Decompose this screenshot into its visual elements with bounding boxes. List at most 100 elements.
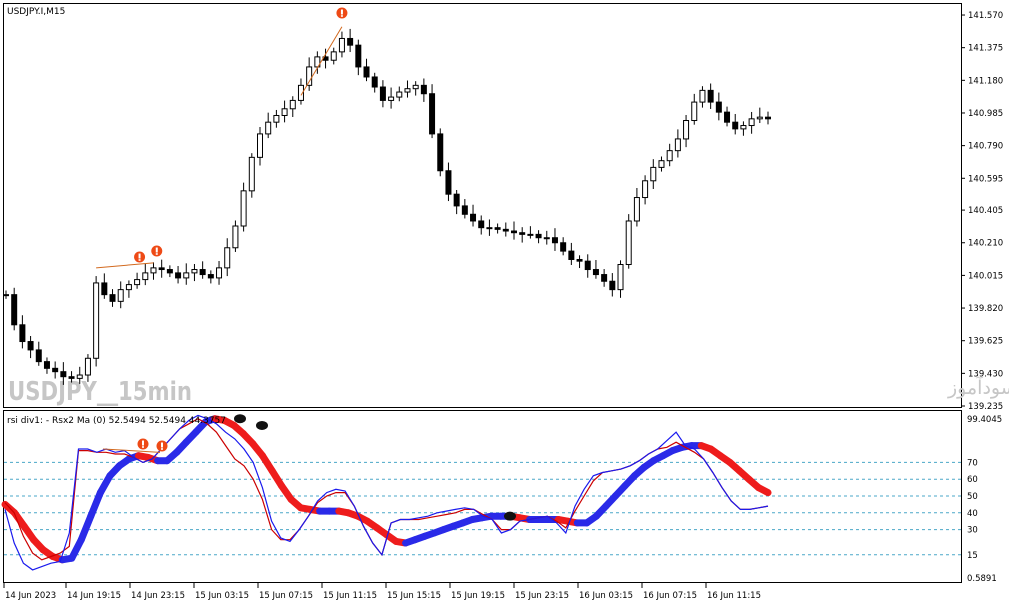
candle-body bbox=[707, 89, 714, 103]
candle-body bbox=[724, 111, 731, 123]
candle-body bbox=[43, 361, 50, 369]
candle-body bbox=[101, 282, 108, 296]
rsx-ma-falling-segment bbox=[755, 484, 772, 497]
candle-body bbox=[52, 367, 59, 373]
candle-body bbox=[76, 374, 83, 379]
divergence-marker-glyph bbox=[138, 253, 141, 259]
price-panel[interactable] bbox=[3, 3, 962, 408]
level-label: 60 bbox=[967, 475, 978, 485]
site-watermark: انتشار در سایت سودآموز bbox=[947, 375, 1009, 399]
rsx-ma-rising-segment bbox=[87, 489, 104, 520]
candle-body bbox=[453, 193, 460, 207]
candle-body bbox=[576, 258, 583, 262]
candle-body bbox=[633, 197, 640, 222]
candle-body bbox=[117, 289, 124, 302]
divergence-marker-dot bbox=[161, 448, 163, 450]
candle-body bbox=[330, 51, 337, 61]
level-label: 50 bbox=[967, 492, 978, 502]
time-tick-label: 15 Jun 03:15 bbox=[195, 591, 249, 601]
indicator-panel[interactable] bbox=[3, 410, 962, 583]
candle-body bbox=[355, 44, 362, 68]
candle-body bbox=[478, 220, 485, 229]
indicator-header: rsi div1: - Rsx2 Ma (0) 52.5494 52.5494 … bbox=[7, 416, 226, 426]
candle-body bbox=[502, 228, 509, 232]
time-tick-label: 14 Jun 23:15 bbox=[131, 591, 185, 601]
bearish-divergence-arrow-icon bbox=[336, 7, 348, 19]
candle-body bbox=[658, 160, 665, 168]
divergence-marker-dot bbox=[142, 446, 144, 448]
symbol-watermark: USDJPY__15min bbox=[8, 377, 192, 407]
time-tick-label: 16 Jun 11:15 bbox=[707, 591, 761, 601]
price-tick-label: 139.235 bbox=[968, 402, 1003, 412]
black-cross-dot-icon bbox=[234, 414, 246, 424]
candle-body bbox=[494, 227, 501, 230]
candle-body bbox=[191, 269, 198, 274]
price-tick-label: 140.790 bbox=[968, 142, 1003, 152]
indicator-lines bbox=[1, 414, 772, 571]
time-tick-label: 14 Jun 19:15 bbox=[67, 591, 121, 601]
indicator-divergence-line bbox=[102, 448, 161, 453]
black-cross-dot-icon bbox=[504, 511, 516, 521]
price-tick-label: 139.430 bbox=[968, 369, 1003, 379]
candle-body bbox=[142, 272, 149, 281]
candle-body bbox=[289, 99, 296, 110]
candle-body bbox=[740, 125, 747, 130]
candle-body bbox=[412, 84, 419, 90]
candle-body bbox=[338, 37, 345, 53]
bearish-divergence-arrow-icon bbox=[134, 251, 146, 263]
candle-body bbox=[568, 250, 575, 260]
price-tick-label: 141.180 bbox=[968, 76, 1003, 86]
indicator-markers bbox=[137, 414, 516, 521]
divergence-marker-dot bbox=[340, 15, 343, 17]
divergence-marker-dot bbox=[138, 259, 141, 261]
candle-body bbox=[388, 96, 395, 101]
candle-body bbox=[461, 205, 468, 215]
price-tick-label: 140.405 bbox=[968, 206, 1003, 216]
indicator-max-label: 99.4045 bbox=[967, 415, 1002, 425]
level-label: 30 bbox=[967, 526, 978, 536]
level-label: 70 bbox=[967, 458, 978, 468]
candle-body bbox=[273, 114, 280, 123]
chart-symbol-title: USDJPY.I,M15 bbox=[7, 7, 65, 17]
price-tick-label: 140.210 bbox=[968, 239, 1003, 249]
candle-body bbox=[527, 233, 534, 236]
divergence-markers bbox=[134, 7, 348, 263]
time-tick-label: 16 Jun 03:15 bbox=[579, 591, 633, 601]
candle-body bbox=[551, 237, 558, 244]
time-axis: 14 Jun 2023 14 Jun 19:15 14 Jun 23:15 15 Ju… bbox=[3, 583, 761, 601]
time-tick-label: 15 Jun 07:15 bbox=[259, 591, 313, 601]
candle-body bbox=[68, 376, 75, 379]
candle-body bbox=[363, 66, 370, 78]
candle-body bbox=[166, 269, 173, 274]
candle-body bbox=[715, 101, 722, 113]
divergence-marker-glyph bbox=[161, 442, 163, 448]
candle-body bbox=[125, 284, 132, 291]
price-tick-label: 140.595 bbox=[968, 174, 1003, 184]
time-tick-label: 16 Jun 07:15 bbox=[643, 591, 697, 601]
divergence-marker-dot bbox=[155, 253, 158, 255]
candle-body bbox=[175, 272, 182, 279]
bearish-divergence-arrow-icon bbox=[137, 438, 149, 450]
candle-body bbox=[232, 225, 239, 249]
price-tick-label: 141.570 bbox=[968, 11, 1003, 21]
divergence-marker-glyph bbox=[142, 440, 144, 446]
candle-body bbox=[3, 294, 9, 297]
candle-body bbox=[84, 357, 91, 376]
candle-body bbox=[429, 93, 436, 135]
time-tick-label: 15 Jun 23:15 bbox=[515, 591, 569, 601]
candle-body bbox=[683, 120, 690, 140]
candle-body bbox=[265, 121, 272, 135]
candle-body bbox=[347, 37, 354, 46]
time-tick-label: 15 Jun 15:15 bbox=[387, 591, 441, 601]
candlestick-series[interactable] bbox=[3, 28, 771, 385]
candle-body bbox=[732, 121, 739, 130]
candle-body bbox=[765, 116, 771, 120]
black-cross-dot-icon bbox=[256, 420, 268, 430]
candle-body bbox=[420, 84, 427, 95]
candle-body bbox=[748, 118, 755, 127]
candle-body bbox=[150, 267, 157, 274]
candle-body bbox=[699, 89, 706, 103]
candle-body bbox=[306, 66, 313, 86]
candle-body bbox=[470, 213, 477, 222]
candle-body bbox=[560, 242, 567, 252]
